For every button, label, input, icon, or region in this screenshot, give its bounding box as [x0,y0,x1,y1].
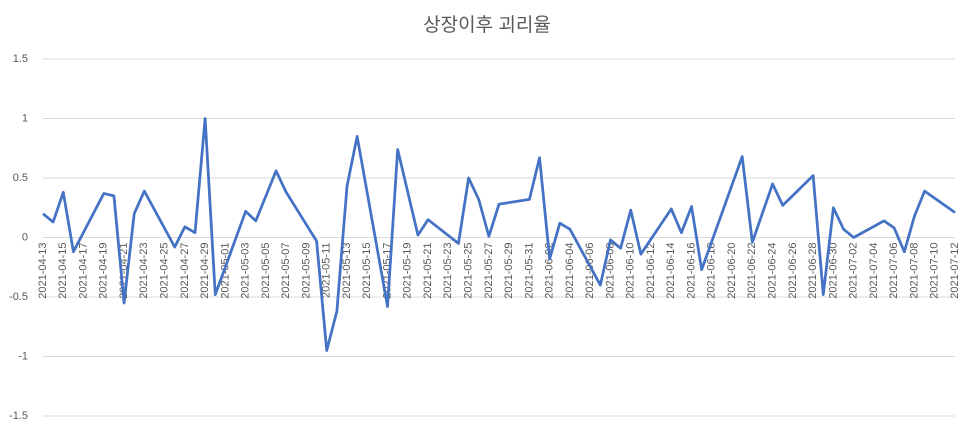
chart-title: 상장이후 괴리율 [423,14,551,36]
x-tick-label: 2021-06-16 [685,243,697,299]
x-tick-label: 2021-04-15 [57,243,69,299]
x-tick-label: 2021-05-27 [483,243,495,299]
y-tick-label: -0.5 [9,291,28,303]
x-tick-label: 2021-07-12 [949,243,961,299]
x-tick-label: 2021-05-29 [503,243,515,299]
x-tick-label: 2021-07-06 [888,243,900,299]
x-tick-label: 2021-05-07 [280,243,292,299]
x-tick-label: 2021-06-18 [706,243,718,299]
x-tick-label: 2021-06-04 [564,243,576,299]
x-tick-label: 2021-07-02 [848,243,860,299]
x-tick-label: 2021-07-04 [868,243,880,299]
x-tick-label: 2021-05-09 [300,243,312,299]
x-tick-label: 2021-05-15 [361,243,373,299]
x-tick-label: 2021-06-08 [604,243,616,299]
x-tick-label: 2021-04-17 [77,243,89,299]
x-tick-label: 2021-06-28 [807,243,819,299]
data-line [42,117,956,352]
x-tick-label: 2021-05-03 [240,243,252,299]
y-tick-label: 0 [22,231,28,243]
x-tick-label: 2021-05-21 [422,243,434,299]
x-tick-label: 2021-06-26 [787,243,799,299]
x-tick-label: 2021-05-11 [321,243,333,298]
x-tick-label: 2021-04-27 [179,243,191,299]
y-tick-label: -1 [18,350,28,362]
x-tick-label: 2021-04-29 [199,243,211,299]
y-tick-label: -1.5 [9,410,28,422]
x-tick-label: 2021-06-24 [767,243,779,299]
x-tick-label: 2021-07-08 [908,243,920,299]
y-tick-label: 1 [22,112,28,124]
x-tick-label: 2021-05-25 [463,243,475,299]
x-tick-label: 2021-05-19 [402,243,414,299]
x-tick-label: 2021-06-06 [584,243,596,299]
x-tick-label: 2021-05-05 [260,243,272,299]
x-tick-label: 2021-04-19 [98,243,110,299]
x-tick-label: 2021-04-13 [37,243,49,299]
x-tick-label: 2021-04-23 [138,243,150,299]
x-tick-label: 2021-06-02 [544,243,556,299]
y-tick-label: 1.5 [13,53,28,65]
y-tick-label: 0.5 [13,172,28,184]
x-tick-label: 2021-06-22 [746,243,758,299]
x-tick-label: 2021-04-25 [159,243,171,299]
x-tick-label: 2021-06-12 [645,243,657,299]
x-tick-label: 2021-05-31 [523,243,535,299]
x-tick-label: 2021-05-23 [442,243,454,299]
x-tick-label: 2021-07-10 [929,243,941,299]
x-tick-label: 2021-06-10 [625,243,637,299]
x-tick-label: 2021-06-30 [827,243,839,299]
x-tick-label: 2021-05-13 [341,243,353,299]
x-tick-label: 2021-06-14 [665,243,677,299]
x-tick-label: 2021-06-20 [726,243,738,299]
